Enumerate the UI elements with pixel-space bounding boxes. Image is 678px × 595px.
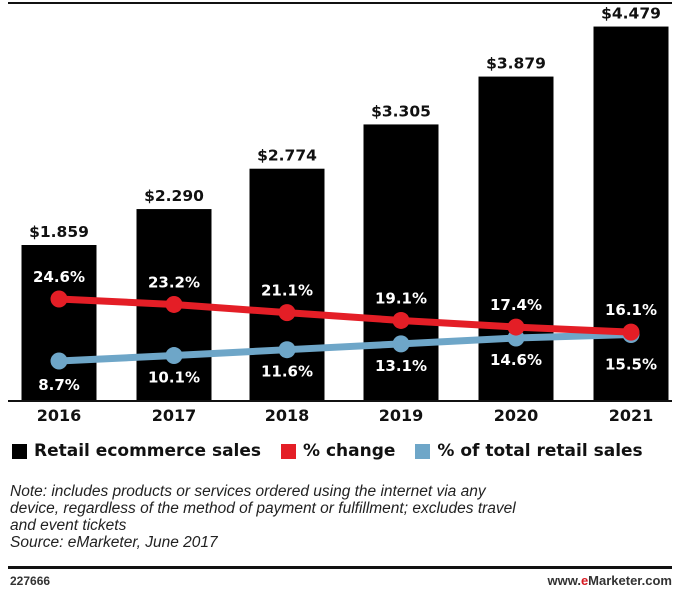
share-value-label: 13.1% [375, 357, 427, 375]
bar-value-label: $2.774 [257, 147, 317, 165]
note-line: device, regardless of the method of paym… [10, 500, 516, 517]
change-value-label: 23.2% [148, 273, 200, 291]
x-tick-label: 2021 [609, 406, 654, 425]
change-value-label: 16.1% [605, 301, 657, 319]
x-tick-label: 2016 [37, 406, 82, 425]
share-value-label: 8.7% [38, 376, 80, 394]
point-share-of-total [165, 347, 183, 365]
bar-retail-ecommerce-sales [363, 124, 439, 400]
point-percent-change [165, 295, 183, 313]
top-rule [8, 2, 672, 4]
bar-value-label: $1.859 [29, 223, 89, 241]
point-share-of-total [392, 335, 410, 353]
bar-retail-ecommerce-sales [21, 245, 97, 400]
share-value-label: 11.6% [261, 363, 313, 381]
note-source: Source: eMarketer, June 2017 [10, 534, 218, 551]
bar-value-label: $3.879 [486, 55, 546, 73]
point-share-of-total [50, 352, 68, 370]
site-rest: Marketer.com [588, 573, 672, 588]
bar-retail-ecommerce-sales [593, 26, 669, 400]
bar-value-label: $4.479 [601, 5, 661, 23]
site-prefix: www. [547, 573, 581, 588]
chart-id: 227666 [10, 574, 51, 588]
point-share-of-total [278, 341, 296, 359]
bar-value-label: $2.290 [144, 187, 204, 205]
change-value-label: 17.4% [490, 296, 542, 314]
x-tick-label: 2020 [494, 406, 539, 425]
legend-item-share: % of total retail sales [415, 441, 643, 461]
x-tick-label: 2017 [152, 406, 197, 425]
point-percent-change [507, 318, 525, 336]
x-tick-label: 2018 [265, 406, 310, 425]
point-percent-change [622, 323, 640, 341]
bar-value-label: $3.305 [371, 102, 431, 120]
point-percent-change [50, 290, 68, 308]
change-value-label: 24.6% [33, 268, 85, 286]
legend-swatch-change [281, 443, 297, 459]
chart-note: Note: includes products or services orde… [10, 483, 672, 551]
legend-swatch-sales [12, 443, 27, 459]
note-line: and event tickets [10, 517, 127, 534]
chart-area: $1.859 $2.290 $2.774 $3.305 $3.879 $4.479 2016… [8, 5, 672, 425]
point-percent-change [392, 311, 410, 329]
bar-retail-ecommerce-sales [249, 168, 325, 400]
share-value-label: 10.1% [148, 369, 200, 387]
x-tick-label: 2019 [379, 406, 424, 425]
legend-label-change: % change [303, 441, 396, 461]
legend-label-share: % of total retail sales [437, 441, 643, 461]
note-line: Note: includes products or services orde… [10, 483, 486, 500]
share-value-label: 15.5% [605, 355, 657, 373]
legend: Retail ecommerce sales % change % of tot… [12, 437, 663, 465]
legend-item-sales: Retail ecommerce sales [12, 441, 261, 461]
line-share-of-total [55, 330, 635, 365]
site-brand: e [580, 573, 589, 588]
legend-label-sales: Retail ecommerce sales [34, 441, 262, 461]
footer-rule [8, 566, 672, 569]
legend-item-change: % change [281, 441, 395, 461]
site-url: www.eMarketer.com [547, 573, 672, 588]
share-value-label: 14.6% [490, 351, 542, 369]
change-value-label: 21.1% [261, 282, 313, 300]
legend-swatch-share [415, 443, 431, 459]
change-value-label: 19.1% [375, 289, 427, 307]
point-percent-change [278, 304, 296, 322]
line-percent-change [55, 295, 635, 336]
